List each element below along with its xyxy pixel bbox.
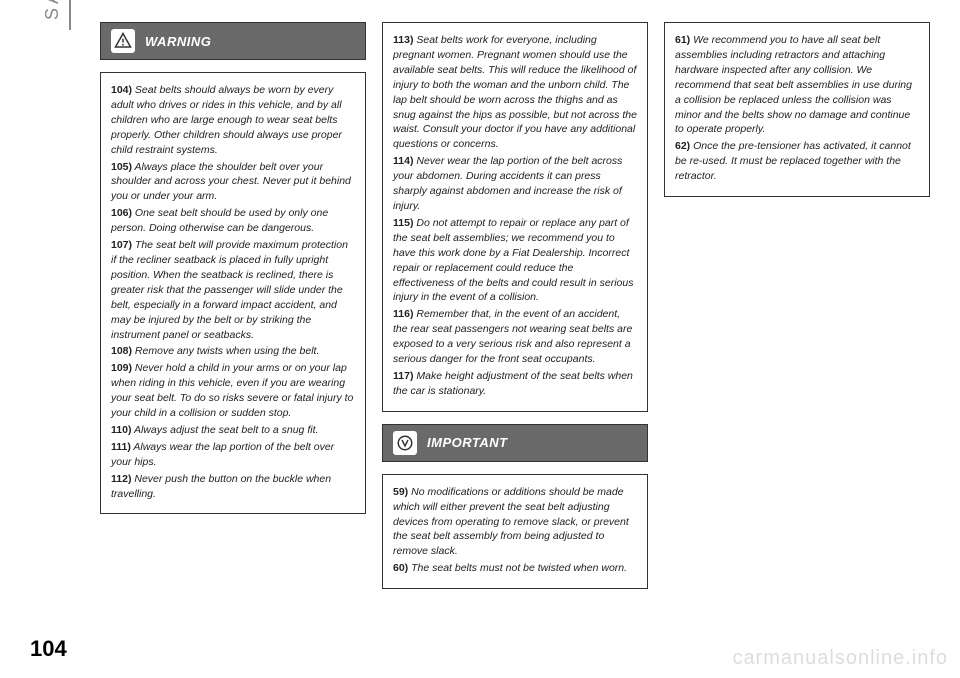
warning-item: 111) Always wear the lap portion of the … — [111, 440, 355, 470]
item-num: 108) — [111, 345, 132, 357]
sidebar-label-text: SAFETY — [42, 0, 62, 20]
item-text: Do not attempt to repair or replace any … — [393, 217, 633, 304]
item-num: 104) — [111, 84, 132, 96]
warning-item: 112) Never push the button on the buckle… — [111, 472, 355, 502]
item-text: Always place the shoulder belt over your… — [111, 161, 351, 203]
item-text: Seat belts work for everyone, including … — [393, 34, 637, 150]
item-text: Never wear the lap portion of the belt a… — [393, 155, 622, 212]
important-item: 60) The seat belts must not be twisted w… — [393, 561, 637, 576]
column-3: 61) We recommend you to have all seat be… — [664, 22, 930, 628]
warning-item: 116) Remember that, in the event of an a… — [393, 307, 637, 367]
column-2: 113) Seat belts work for everyone, inclu… — [382, 22, 648, 628]
important-header: IMPORTANT — [382, 424, 648, 462]
item-num: 109) — [111, 362, 132, 374]
important-title: IMPORTANT — [427, 435, 508, 450]
important-box-1: 59) No modifications or additions should… — [382, 474, 648, 589]
item-num: 61) — [675, 34, 690, 46]
item-num: 107) — [111, 239, 132, 251]
item-text: Make height adjustment of the seat belts… — [393, 370, 633, 397]
warning-box-2: 113) Seat belts work for everyone, inclu… — [382, 22, 648, 412]
watermark: carmanualsonline.info — [732, 647, 948, 670]
item-text: Never hold a child in your arms or on yo… — [111, 362, 353, 419]
warning-item: 107) The seat belt will provide maximum … — [111, 238, 355, 342]
item-text: Always adjust the seat belt to a snug fi… — [131, 424, 318, 436]
item-num: 59) — [393, 486, 408, 498]
item-text: No modifications or additions should be … — [393, 486, 629, 558]
warning-item: 105) Always place the shoulder belt over… — [111, 160, 355, 205]
item-num: 105) — [111, 161, 132, 173]
warning-box-1: 104) Seat belts should always be worn by… — [100, 72, 366, 514]
item-num: 60) — [393, 562, 408, 574]
item-text: We recommend you to have all seat belt a… — [675, 34, 912, 135]
sidebar-section-label: SAFETY — [42, 0, 63, 20]
item-text: Remove any twists when using the belt. — [132, 345, 319, 357]
item-num: 115) — [393, 217, 413, 229]
warning-item: 115) Do not attempt to repair or replace… — [393, 216, 637, 305]
important-icon — [393, 431, 417, 455]
page-content: WARNING 104) Seat belts should always be… — [100, 22, 930, 628]
warning-item: 109) Never hold a child in your arms or … — [111, 361, 355, 421]
item-num: 111) — [111, 441, 131, 453]
item-num: 110) — [111, 424, 131, 436]
important-item: 61) We recommend you to have all seat be… — [675, 33, 919, 137]
warning-item: 110) Always adjust the seat belt to a sn… — [111, 423, 355, 438]
item-text: Always wear the lap portion of the belt … — [111, 441, 334, 468]
item-num: 114) — [393, 155, 413, 167]
item-num: 62) — [675, 140, 690, 152]
item-text: Once the pre-tensioner has activated, it… — [675, 140, 911, 182]
item-num: 116) — [393, 308, 413, 320]
important-item: 59) No modifications or additions should… — [393, 485, 637, 560]
warning-item: 104) Seat belts should always be worn by… — [111, 83, 355, 158]
warning-header: WARNING — [100, 22, 366, 60]
warning-item: 106) One seat belt should be used by onl… — [111, 206, 355, 236]
item-num: 112) — [111, 473, 131, 485]
item-num: 106) — [111, 207, 132, 219]
warning-item: 117) Make height adjustment of the seat … — [393, 369, 637, 399]
item-num: 113) — [393, 34, 413, 46]
item-text: The seat belt will provide maximum prote… — [111, 239, 348, 340]
important-box-2: 61) We recommend you to have all seat be… — [664, 22, 930, 197]
item-num: 117) — [393, 370, 413, 382]
important-item: 62) Once the pre-tensioner has activated… — [675, 139, 919, 184]
warning-icon — [111, 29, 135, 53]
page-number: 104 — [30, 636, 67, 662]
item-text: The seat belts must not be twisted when … — [408, 562, 627, 574]
item-text: Remember that, in the event of an accide… — [393, 308, 632, 365]
warning-title: WARNING — [145, 34, 211, 49]
item-text: One seat belt should be used by only one… — [111, 207, 328, 234]
item-text: Seat belts should always be worn by ever… — [111, 84, 342, 156]
warning-item: 114) Never wear the lap portion of the b… — [393, 154, 637, 214]
column-1: WARNING 104) Seat belts should always be… — [100, 22, 366, 628]
warning-item: 108) Remove any twists when using the be… — [111, 344, 355, 359]
warning-item: 113) Seat belts work for everyone, inclu… — [393, 33, 637, 152]
item-text: Never push the button on the buckle when… — [111, 473, 331, 500]
